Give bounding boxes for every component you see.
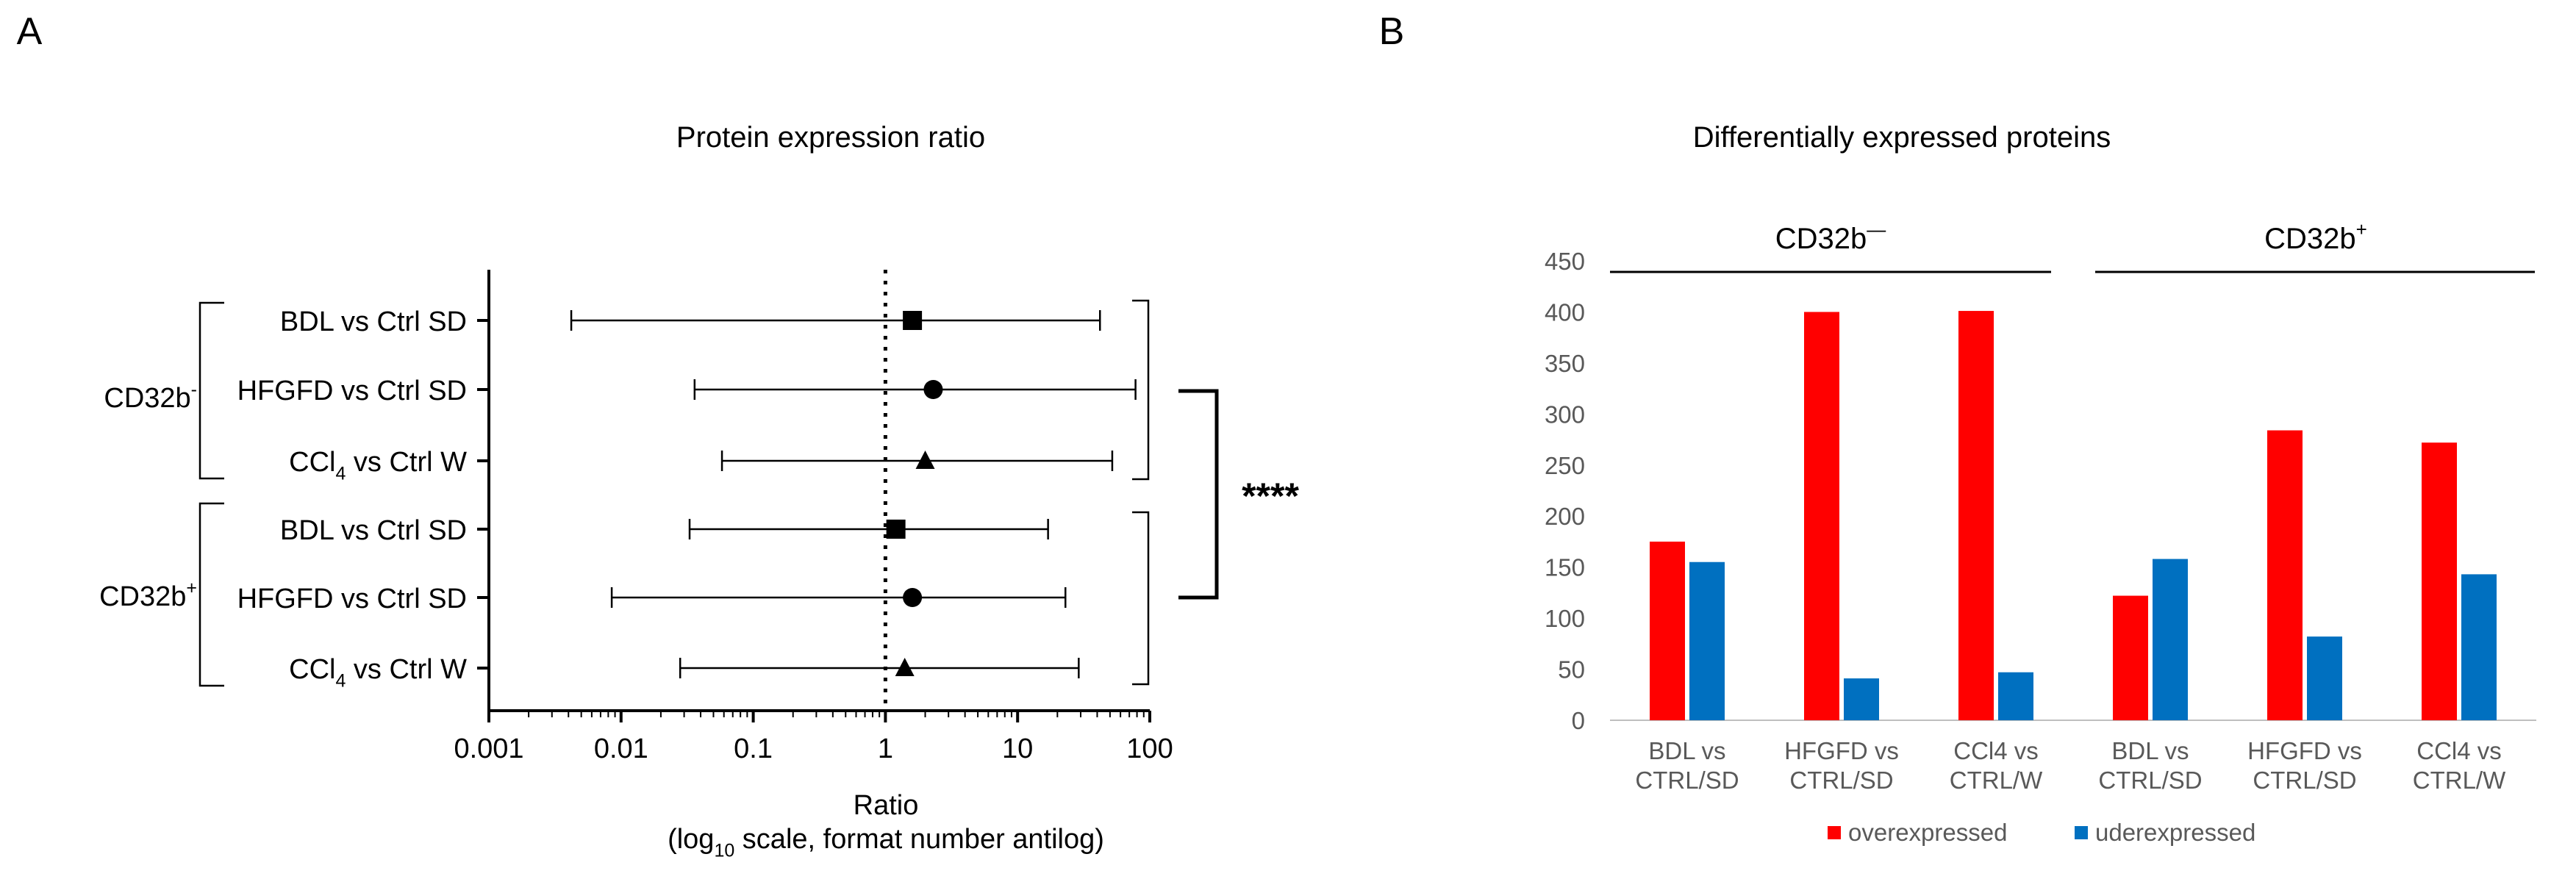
panel-a-group-label-part-0: CD32b [99,581,186,612]
panel-a-x-tick-label: 10 [1002,733,1033,764]
panel-b-x-tick-label: CTRL/SD [1789,767,1893,794]
panel-a-row-label-part-2: vs Ctrl W [346,654,467,685]
panel-a-point-triangle [915,451,935,469]
panel-b-bar-uderexpressed [1998,672,2033,720]
panel-a-row-label-part-0: CCl [289,654,335,685]
panel-b-x-tick-label: CTRL/SD [1635,767,1739,794]
panel-b-group-label-part-0: CD32b [1775,223,1867,255]
panel-b-x-tick-label: HFGFD vs [1784,737,1899,764]
panel-a-group-label-part-1: - [191,379,197,400]
panel-a-row-label: CCl4 vs Ctrl W [289,654,467,691]
panel-a-point-circle [903,588,923,607]
panel-a-group-label: CD32b- [104,379,197,414]
panel-b-legend-label: overexpressed [1848,819,2007,846]
panel-b-x-tick-label: HFGFD vs [2247,737,2362,764]
panel-label-b: B [1379,10,1405,53]
panel-a-group-bracket-right [1132,299,1150,481]
panel-b-group-label: CD32b+ [2264,218,2367,255]
panel-b-y-tick-label: 0 [1572,707,1585,734]
panel-a-significance-label: **** [1242,476,1299,517]
panel-a-row-label-part-2: vs Ctrl W [346,447,467,478]
panel-b-bar-uderexpressed [2153,559,2188,720]
panel-a-x-tick-label: 0.1 [734,733,773,764]
panel-b-bar-overexpressed [1650,541,1685,720]
panel-b-y-tick-label: 450 [1545,248,1585,275]
panel-b-x-tick-label: CTRL/W [2413,767,2506,794]
panel-b-x-tick-label: BDL vs [2111,737,2189,764]
panel-a-x-tick-label: 1 [878,733,893,764]
panel-b-y-tick-label: 300 [1545,401,1585,428]
panel-b-x-tick-label: CTRL/SD [2098,767,2202,794]
panel-a-x-axis-sublabel-part-0: (log [668,824,714,855]
panel-b-bar-uderexpressed [1844,678,1879,720]
panel-b-legend-label: uderexpressed [2095,819,2255,846]
panel-b-x-tick-label: CTRL/W [1950,767,2043,794]
panel-b-bar-overexpressed [2113,595,2148,720]
panel-b-legend-swatch-overexpressed [1828,826,1841,839]
panel-a-group-bracket-right [1132,511,1150,686]
panel-b-x-tick-label: CCl4 vs [1953,737,2039,764]
panel-b-title: Differentially expressed proteins [1693,121,2111,154]
panel-a-x-axis-sublabel-part-2: scale, format number antilog) [734,824,1104,855]
panel-a-point-circle [923,380,943,399]
panel-a-row-label-part-1: 4 [335,463,346,484]
panel-b-y-tick-label: 200 [1545,503,1585,530]
panel-b-group-label-part-1: + [2356,218,2367,240]
panel-a-x-tick-label: 0.001 [454,733,523,764]
panel-a-row-label-part-1: 4 [335,670,346,691]
panel-a-point-square [886,520,906,539]
panel-b-y-tick-label: 50 [1558,656,1585,684]
panel-a-group-bracket-left [198,301,224,480]
panel-b-y-tick-label: 350 [1545,350,1585,377]
panel-b-x-tick-label: BDL vs [1648,737,1725,764]
panel-b-bar-uderexpressed [2461,574,2497,720]
panel-a-row-label: HFGFD vs Ctrl SD [237,584,467,614]
panel-b-y-tick-label: 400 [1545,298,1585,326]
panel-b-bar-overexpressed [2422,442,2457,720]
panel-a-row-label: BDL vs Ctrl SD [280,306,467,337]
panel-label-a: A [17,10,43,53]
panel-a-x-axis-sublabel-part-1: 10 [714,840,734,861]
panel-b-bar-overexpressed [1958,311,1994,720]
panel-a-point-triangle [895,658,915,676]
panel-b-group-label: CD32b— [1775,218,1886,255]
panel-a-row-label: BDL vs Ctrl SD [280,515,467,546]
panel-b-y-tick-label: 100 [1545,605,1585,632]
panel-b-legend-swatch-uderexpressed [2075,826,2088,839]
panel-b-bar-overexpressed [1804,312,1839,720]
panel-a-x-tick-label: 100 [1126,733,1173,764]
panel-a-group-label-part-1: + [186,578,197,598]
panel-b-group-label-part-1: — [1867,218,1886,240]
panel-a-title: Protein expression ratio [676,121,985,154]
panel-b-bar-uderexpressed [2307,636,2342,720]
panel-a-row-label: CCl4 vs Ctrl W [289,447,467,484]
panel-a-x-axis-label: Ratio [854,790,919,821]
panel-a-x-axis-sublabel: (log10 scale, format number antilog) [668,824,1104,861]
panel-a-significance-bracket [1178,389,1219,600]
panel-b-bar-uderexpressed [1689,562,1725,720]
panel-b-x-tick-label: CCl4 vs [2416,737,2502,764]
panel-a-row-label: HFGFD vs Ctrl SD [237,376,467,406]
panel-a-x-tick-label: 0.01 [594,733,648,764]
panel-b-group-label-part-0: CD32b [2264,223,2356,255]
panel-b-y-tick-label: 250 [1545,452,1585,479]
panel-a-row-label-part-0: CCl [289,447,335,478]
panel-a-point-square [903,311,923,330]
panel-a-group-label: CD32b+ [99,578,197,612]
panel-b-bar-overexpressed [2267,430,2303,720]
panel-b-x-tick-label: CTRL/SD [2253,767,2356,794]
panel-a-group-bracket-left [198,502,224,687]
panel-a-group-label-part-0: CD32b [104,383,190,414]
panel-b-y-tick-label: 150 [1545,554,1585,581]
